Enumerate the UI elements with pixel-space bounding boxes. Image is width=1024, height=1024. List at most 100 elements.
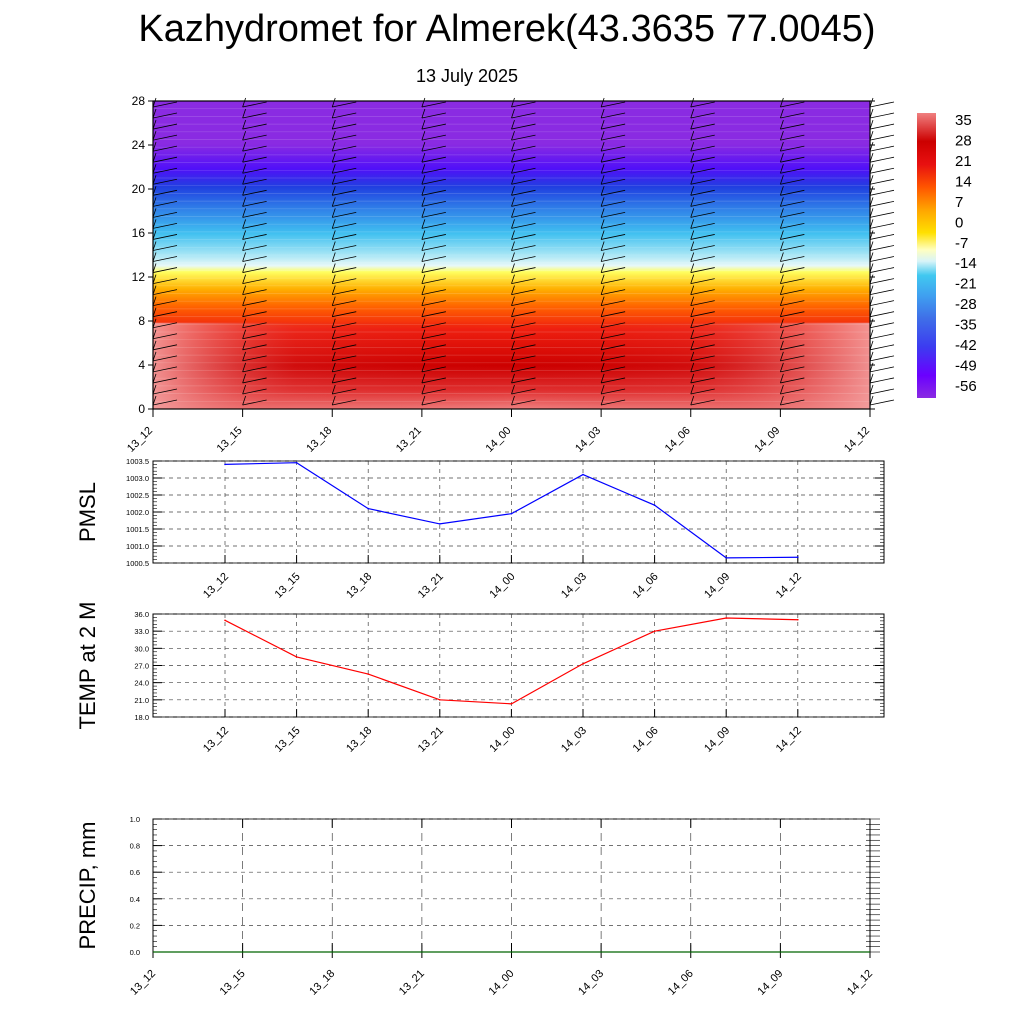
wind-barb <box>601 289 626 296</box>
wind-barb <box>869 377 895 384</box>
wind-barb <box>332 200 357 207</box>
y-tick-label: 0.6 <box>130 868 140 877</box>
y-tick-label: 12 <box>132 270 146 284</box>
x-tick-label: 14_12 <box>845 968 875 998</box>
y-tick-label: 0.8 <box>130 842 140 851</box>
wind-barb <box>421 156 446 163</box>
wind-barb <box>152 388 178 395</box>
wind-barb <box>421 329 426 339</box>
y-tick-label: 24.0 <box>134 679 149 688</box>
wind-barb <box>332 112 357 119</box>
x-tick-label: 14_06 <box>631 725 661 755</box>
wind-barb <box>780 245 805 251</box>
wind-barb <box>152 344 178 351</box>
wind-barb <box>242 142 247 152</box>
wind-barb <box>779 252 784 262</box>
wind-barb <box>421 399 446 406</box>
wind-barb <box>511 318 515 328</box>
wind-barb <box>242 252 247 262</box>
colorbar-label: -28 <box>955 296 977 313</box>
wind-barb <box>780 355 805 362</box>
wind-barb <box>690 355 715 362</box>
colorbar-label: 21 <box>955 153 972 170</box>
wind-barb <box>421 395 426 406</box>
wind-barb <box>690 329 695 339</box>
y-tick-label: 33.0 <box>134 627 149 636</box>
wind-barb <box>690 186 695 196</box>
wind-barb <box>242 134 267 141</box>
x-tick-label: 14_03 <box>559 725 589 755</box>
temp-data-point <box>797 618 799 621</box>
x-tick-label: 13_21 <box>416 571 446 601</box>
wind-barb <box>421 289 446 296</box>
wind-barb <box>780 145 805 152</box>
x-tick-label: 14_09 <box>752 425 782 455</box>
wind-barb <box>690 362 695 373</box>
wind-barb <box>152 101 178 108</box>
temp-data-point <box>367 673 370 675</box>
wind-barb <box>511 289 536 296</box>
wind-barb <box>242 285 247 295</box>
wind-barb <box>152 333 178 340</box>
y-tick-label: 4 <box>138 358 145 372</box>
wind-barb <box>152 112 178 119</box>
wind-barb <box>242 245 267 251</box>
x-tick-label: 13_18 <box>344 725 374 755</box>
pmsl-data-point <box>224 463 226 466</box>
pmsl-data-point <box>295 461 298 464</box>
wind-barb <box>600 186 605 196</box>
wind-barb <box>421 340 426 350</box>
wind-barb <box>690 333 715 340</box>
wind-barb <box>242 167 267 174</box>
wind-barb <box>869 267 895 273</box>
wind-barb <box>690 351 695 361</box>
y-tick-label: 1000.5 <box>126 559 149 568</box>
wind-barb <box>780 399 805 406</box>
wind-barb <box>869 112 895 119</box>
x-tick-label: 13_21 <box>397 968 427 998</box>
wind-barb <box>332 388 357 395</box>
x-tick-label: 13_15 <box>273 725 303 755</box>
wind-barb <box>332 355 357 362</box>
wind-barb <box>600 108 605 119</box>
wind-barb <box>690 388 715 395</box>
y-tick-label: 20 <box>132 182 146 196</box>
wind-barb <box>242 241 247 251</box>
wind-barb <box>779 219 784 229</box>
wind-barb <box>152 311 178 318</box>
wind-barb <box>690 97 695 108</box>
wind-barb <box>421 101 446 108</box>
wind-barb <box>869 189 895 196</box>
wind-barb <box>242 223 267 229</box>
wind-barb <box>511 219 515 229</box>
wind-barb <box>332 278 357 284</box>
wind-barb <box>690 241 695 251</box>
y-tick-label: 1002.0 <box>126 508 149 517</box>
temp-data-point <box>653 630 656 632</box>
wind-barb <box>242 97 247 108</box>
wind-barb <box>600 142 605 152</box>
wind-barb <box>690 245 715 251</box>
wind-barb <box>332 311 357 318</box>
wind-barb <box>242 145 267 152</box>
wind-barb <box>152 178 178 185</box>
colorbar-label: -35 <box>955 317 977 334</box>
wind-barb <box>331 274 336 284</box>
wind-barb <box>511 278 536 284</box>
wind-barb <box>511 399 536 406</box>
wind-barb <box>780 256 805 262</box>
wind-barb <box>511 329 515 339</box>
temp-data-point <box>725 617 727 619</box>
wind-barb <box>421 278 446 284</box>
wind-barb <box>242 340 247 350</box>
wind-barb <box>242 344 267 351</box>
wind-barb <box>779 340 784 350</box>
wind-barb <box>869 278 895 284</box>
wind-barb <box>600 362 605 373</box>
wind-barb <box>242 289 267 296</box>
wind-barb <box>869 333 895 340</box>
wind-barb <box>421 300 446 307</box>
wind-barb <box>600 241 605 251</box>
wind-barb <box>242 263 247 273</box>
